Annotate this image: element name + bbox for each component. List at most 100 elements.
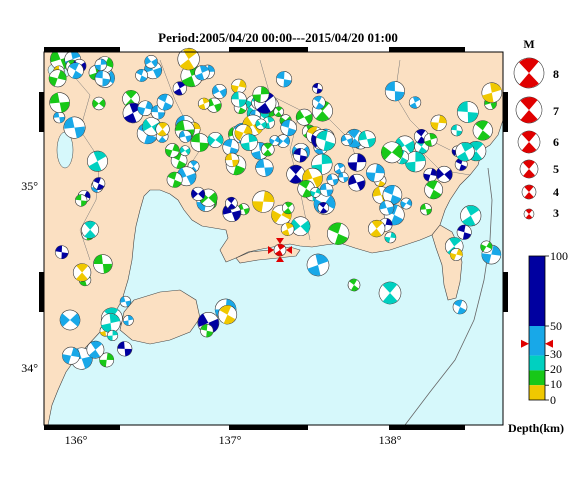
lon-tick-137: 137°	[219, 433, 242, 447]
focal-mechanism-symbol	[48, 69, 67, 88]
depth-band	[529, 370, 545, 386]
mag-label-5: 5	[553, 162, 559, 176]
focal-mechanism-symbol	[315, 130, 336, 151]
depth-scale: 100 50 30 20 10 0 Depth(km)	[508, 249, 568, 435]
focal-mechanism-symbol	[358, 130, 376, 148]
depth-label-100: 100	[550, 249, 568, 263]
focal-mechanism-symbol	[212, 83, 227, 99]
focal-mechanism-symbol	[423, 167, 438, 182]
lat-tick-35: 35°	[21, 179, 38, 193]
magnitude-legend-symbol-6	[517, 130, 541, 154]
focal-mechanism-symbol	[62, 346, 81, 365]
focal-mechanism-symbol	[481, 82, 503, 103]
focal-mechanism-symbol	[49, 92, 70, 113]
depth-label-50: 50	[550, 319, 562, 333]
focal-mechanism-symbol	[255, 158, 274, 177]
depth-label-20: 20	[550, 362, 562, 376]
focal-mechanism-symbol	[255, 118, 267, 130]
focal-mechanism-symbol	[100, 313, 121, 334]
focal-mechanism-symbol	[280, 119, 297, 137]
focal-mechanism-symbol	[460, 205, 482, 227]
focal-mechanism-symbol	[54, 245, 69, 260]
focal-mechanism-symbol	[155, 122, 170, 137]
magnitude-legend: M 8 7 6 5 4 3	[513, 37, 559, 220]
focal-mechanism-symbol	[207, 131, 224, 149]
mag-label-6: 6	[553, 135, 559, 149]
lat-tick-34: 34°	[21, 361, 38, 375]
focal-mechanism-symbol	[190, 133, 210, 152]
focal-mechanism-symbol	[454, 157, 468, 171]
focal-mechanism-symbol	[156, 93, 174, 111]
depth-band	[529, 385, 545, 400]
focal-mechanism-symbol	[455, 142, 475, 162]
focal-mechanism-symbol	[293, 148, 308, 163]
focal-mechanism-symbol	[225, 196, 238, 210]
focal-mechanism-symbol	[281, 201, 295, 215]
focal-mechanism-symbol	[312, 83, 323, 94]
focal-mechanism-symbol	[280, 222, 295, 236]
focal-mechanism-symbol	[137, 100, 154, 117]
focal-mechanism-symbol	[222, 138, 240, 156]
focal-mechanism-symbol	[456, 224, 472, 240]
lon-tick-138: 138°	[379, 433, 402, 447]
focal-mechanism-symbol	[217, 305, 238, 325]
magnitude-legend-symbol-7	[515, 96, 543, 124]
focal-mechanism-symbol	[252, 85, 270, 103]
focal-mechanism-symbol	[366, 163, 385, 183]
focal-mechanism-symbol	[190, 186, 206, 201]
focal-mechanism-symbol	[135, 69, 149, 82]
focal-mechanism-symbol	[317, 201, 330, 214]
focal-mechanism-symbol	[67, 62, 84, 79]
focal-mechanism-symbol	[404, 151, 426, 173]
focal-mechanism-symbol	[117, 341, 133, 357]
mag-label-8: 8	[553, 67, 559, 81]
focal-mechanism-symbol	[119, 295, 132, 308]
focal-mechanism-symbol	[306, 253, 330, 277]
focal-mechanism-symbol	[378, 281, 402, 305]
depth-marker-left	[521, 339, 529, 348]
focal-mechanism-symbol	[326, 222, 350, 245]
focal-mechanism-symbol	[206, 97, 222, 113]
focal-mechanism-symbol	[347, 153, 367, 172]
map-border	[39, 47, 508, 430]
focal-mechanism-symbol	[326, 173, 339, 186]
focal-mechanism-symbol	[260, 142, 275, 157]
depth-label-0: 0	[550, 393, 556, 407]
depth-marker-right	[545, 339, 553, 348]
focal-mechanism-symbol	[92, 96, 106, 111]
focal-mechanism-symbol	[94, 70, 111, 87]
depth-band	[529, 256, 545, 326]
focal-mechanism-symbol	[400, 197, 413, 210]
focal-mechanism-symbol	[379, 200, 395, 216]
focal-mechanism-symbol	[93, 254, 113, 274]
focal-mechanism-symbol	[273, 106, 285, 118]
focal-mechanism-symbol	[430, 114, 447, 131]
focal-mechanism-symbol	[222, 203, 242, 222]
focal-mechanism-symbol	[94, 58, 107, 71]
focal-mechanism-symbol	[449, 247, 463, 261]
magnitude-legend-symbol-4	[521, 184, 537, 200]
focal-mechanism-symbol	[166, 171, 183, 188]
trench-line	[404, 167, 493, 426]
target-event-marker	[268, 238, 292, 262]
focal-mechanism-symbol	[472, 120, 493, 141]
target-event-symbol	[273, 243, 287, 257]
focal-mechanism-symbol	[310, 186, 321, 198]
mag-label-7: 7	[553, 104, 559, 118]
focal-mechanism-symbol	[348, 173, 366, 192]
focal-mechanism-symbol	[384, 81, 405, 102]
focal-mechanism-symbol	[72, 263, 92, 282]
focal-mechanism-symbol	[179, 145, 191, 157]
shima-coast	[119, 289, 201, 345]
focal-mechanism-symbol	[452, 299, 468, 315]
magnitude-legend-symbol-8	[513, 57, 545, 89]
depth-label-30: 30	[550, 347, 562, 361]
focal-mechanism-symbol	[269, 135, 281, 147]
depth-band	[529, 355, 545, 371]
magnitude-legend-symbol-3	[523, 208, 535, 220]
focal-mechanism-symbol	[480, 240, 493, 253]
focal-mechanism-symbol	[419, 203, 432, 216]
focal-mechanism-symbol	[384, 231, 397, 244]
focal-mechanism-symbol	[230, 91, 247, 108]
